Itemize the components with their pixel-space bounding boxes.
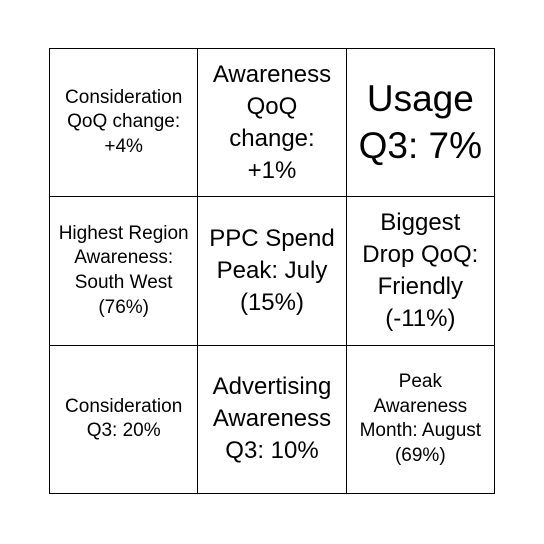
bingo-cell[interactable]: Advertising Awareness Q3: 10%: [198, 345, 347, 494]
bingo-cell-text: Usage Q3: 7%: [358, 78, 483, 166]
bingo-cell[interactable]: Highest Region Awareness: South West (76…: [50, 197, 199, 346]
bingo-cell[interactable]: PPC Spend Peak: July (15%): [198, 197, 347, 346]
bingo-cell-text: Advertising Awareness Q3: 10%: [212, 373, 332, 465]
bingo-cell[interactable]: Peak Awareness Month: August (69%): [346, 345, 495, 494]
bingo-cell[interactable]: Consideration QoQ change: +4%: [50, 49, 199, 198]
bingo-cell-text: Consideration Q3: 20%: [65, 395, 183, 442]
bingo-cell-text: Highest Region Awareness: South West (76…: [58, 222, 189, 318]
bingo-cell[interactable]: Awareness QoQ change: +1%: [198, 49, 347, 198]
bingo-cell-text: Consideration QoQ change: +4%: [65, 86, 183, 157]
bingo-cell[interactable]: Biggest Drop QoQ: Friendly (-11%): [346, 197, 495, 346]
bingo-cell-text: PPC Spend Peak: July (15%): [209, 225, 335, 316]
bingo-board: Consideration QoQ change: +4% Awareness …: [49, 48, 495, 494]
bingo-cell-text: Biggest Drop QoQ: Friendly (-11%): [362, 209, 479, 332]
bingo-cell-text: Peak Awareness Month: August (69%): [359, 370, 482, 466]
bingo-cell-text: Awareness QoQ change: +1%: [212, 60, 332, 184]
bingo-cell[interactable]: Usage Q3: 7%: [346, 49, 495, 198]
bingo-cell[interactable]: Consideration Q3: 20%: [50, 345, 199, 494]
